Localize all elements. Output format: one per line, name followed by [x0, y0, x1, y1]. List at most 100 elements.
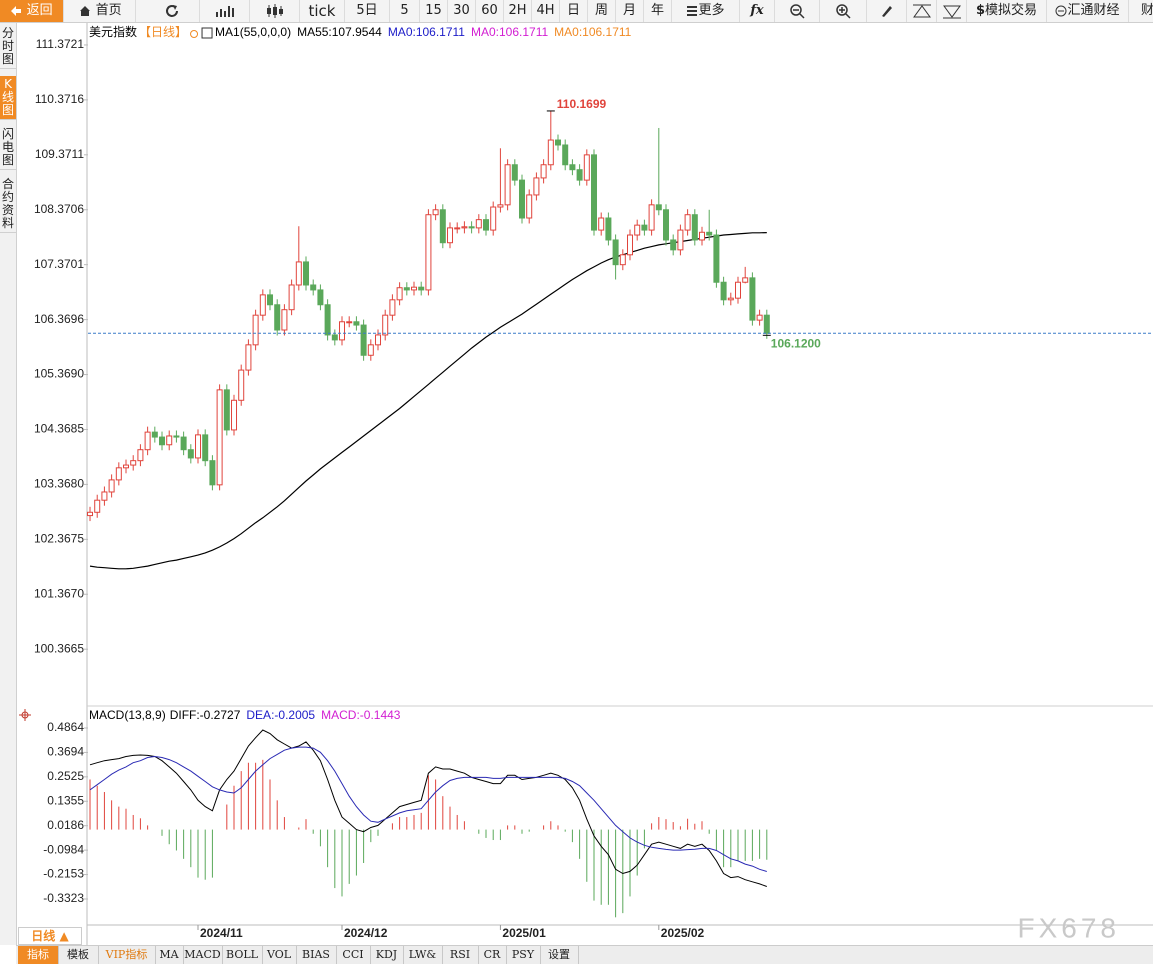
indicator-tab[interactable]: CR [478, 946, 507, 964]
cut-button[interactable]: 财 [1141, 3, 1153, 18]
candle-body [216, 389, 223, 486]
indicator-tab[interactable]: VIP指标 [98, 946, 156, 964]
period-button[interactable]: 30 [448, 0, 476, 22]
candle-body [497, 204, 504, 208]
candle-body [367, 344, 374, 356]
indicator-tab[interactable]: CCI [336, 946, 371, 964]
indicator-tab[interactable]: 设置 [540, 946, 579, 964]
candle-body [231, 399, 238, 431]
indicator-tab[interactable]: PSY [506, 946, 541, 964]
candle-body [735, 281, 742, 299]
macd-line [89, 746, 767, 872]
y-tick-label: -0.2153 [43, 867, 84, 881]
y-tick-label: 111.3721 [36, 37, 85, 51]
period-button[interactable]: 年 [644, 0, 672, 22]
indicator-tab[interactable]: VOL [262, 946, 297, 964]
indicator-tab[interactable]: MA [155, 946, 184, 964]
candle-body [763, 314, 770, 334]
side-tab[interactable]: 合约资料 [0, 176, 16, 233]
ma-line [89, 232, 767, 570]
candle-body [720, 281, 727, 301]
zoom-in-button[interactable] [820, 0, 867, 22]
legend-text: DIFF:-0.2727 [170, 708, 241, 722]
chart-title: 美元指数 [89, 24, 137, 39]
period-button[interactable]: 4H [532, 0, 560, 22]
candle-body [555, 139, 562, 146]
legend-text: MA55:107.9544 [297, 25, 382, 39]
indicator-tab[interactable]: BOLL [222, 946, 263, 964]
zoom-out-button[interactable] [775, 0, 820, 22]
huitong-label: 汇通财经 [1067, 3, 1120, 18]
candle-body [295, 261, 302, 286]
candle-body [403, 287, 410, 291]
candle-body [281, 309, 288, 331]
candle-body [151, 431, 158, 438]
y-tick-label: 0.4864 [47, 720, 84, 734]
refresh-button[interactable] [145, 0, 200, 22]
last-price-label: 106.1200 [771, 336, 821, 350]
side-tab[interactable]: 分时图 [0, 25, 16, 69]
indicator-bar: 指标 模板 VIP指标 MA MACD BOLL VOL BIAS CCI KD… [16, 945, 1153, 964]
back-button[interactable]: 返回 [0, 0, 64, 22]
more-button[interactable]: 更多 [672, 0, 740, 22]
period-toggle[interactable]: 日线 ▲ [18, 927, 82, 945]
indicator-tab[interactable]: 指标 [18, 946, 59, 964]
period-button[interactable]: 月 [616, 0, 644, 22]
y-tick-label: -0.3323 [43, 891, 84, 905]
candle-body [504, 164, 511, 206]
candle-body [418, 286, 425, 291]
candle-body [648, 204, 655, 231]
candle-body [310, 284, 317, 291]
side-tab[interactable]: K线图 [0, 76, 16, 120]
candle-body [274, 304, 281, 331]
candle-body [742, 277, 749, 283]
indicator-tab[interactable]: BIAS [296, 946, 337, 964]
indicator-tab[interactable]: MACD [183, 946, 223, 964]
candle-body [691, 214, 698, 241]
home-button[interactable]: 首页 [66, 0, 136, 22]
candle-body [706, 231, 713, 236]
period-button[interactable]: 5日 [345, 0, 390, 22]
candle-body [303, 261, 310, 286]
y-tick-label: 0.0186 [47, 818, 84, 832]
candle-body [627, 234, 634, 256]
line-chart-button[interactable] [200, 0, 250, 22]
y-tick-label: 102.3675 [34, 532, 84, 546]
candle-body [382, 314, 389, 336]
tick-button[interactable]: tick [300, 0, 345, 22]
candle-body [663, 209, 670, 241]
indicator-tab[interactable]: KDJ [370, 946, 404, 964]
candle-body [87, 511, 94, 517]
period-button[interactable]: 日 [560, 0, 588, 22]
triangle-up-button[interactable] [907, 0, 937, 22]
candle-body [699, 231, 706, 241]
formula-button[interactable]: fx [740, 0, 775, 22]
candle-body [288, 284, 295, 311]
legend-text: MA0:106.1711 [388, 25, 465, 39]
period-button[interactable]: 2H [504, 0, 532, 22]
indicator-tab[interactable]: RSI [442, 946, 479, 964]
period-button[interactable]: 15 [420, 0, 448, 22]
sim-trade-button[interactable]: $模拟交易 [967, 0, 1047, 22]
period-button[interactable]: 5 [390, 0, 420, 22]
candle-body [389, 299, 396, 316]
huitong-button[interactable]: 汇通财经 [1047, 0, 1129, 22]
x-tick-label: 2024/12 [344, 926, 388, 940]
triangle-down-button[interactable] [937, 0, 967, 22]
kline-button[interactable] [250, 0, 300, 22]
draw-button[interactable] [867, 0, 907, 22]
macd-title: MACD(13,8,9) [89, 708, 166, 722]
period-button[interactable]: 60 [476, 0, 504, 22]
candle-body [583, 154, 590, 181]
x-tick-label: 2025/02 [661, 926, 705, 940]
period-button[interactable]: 周 [588, 0, 616, 22]
candle-body [439, 209, 446, 244]
candle-body [598, 217, 605, 231]
indicator-tab[interactable]: 模板 [58, 946, 99, 964]
y-tick-label: 104.3685 [34, 422, 84, 436]
candle-body [245, 344, 252, 371]
indicator-tab[interactable]: LW& [403, 946, 443, 964]
side-tab[interactable]: 闪电图 [0, 126, 16, 170]
candle-body [130, 460, 137, 466]
